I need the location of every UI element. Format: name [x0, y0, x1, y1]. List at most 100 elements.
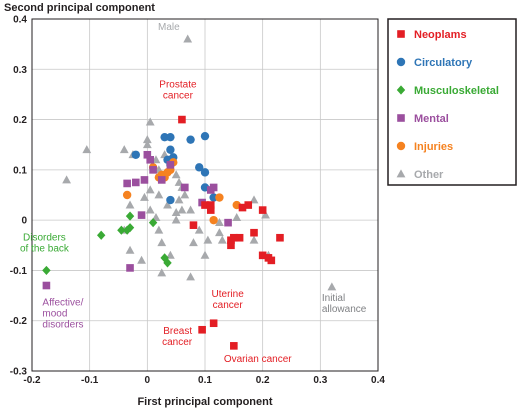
circulatory-point: [166, 132, 175, 142]
legend-label: Other: [414, 169, 444, 181]
legend-box: [387, 18, 517, 186]
other-point: [171, 208, 181, 216]
neoplams-point: [235, 233, 244, 242]
other-point: [186, 205, 195, 214]
y-tick-label: 0.4: [13, 15, 27, 26]
other-point: [154, 190, 164, 199]
musculoskeletal-point: [122, 225, 132, 235]
neoplams-point: [258, 251, 267, 260]
legend-label: Injuries: [414, 141, 453, 153]
legend-label: Circulatory: [414, 57, 473, 69]
other-point: [215, 228, 224, 237]
y-tick-label: 0: [21, 216, 27, 227]
musculoskeletal-point: [42, 265, 51, 276]
legend-marker: [396, 169, 406, 178]
annotation-label: Uterine: [212, 289, 245, 300]
tick-labels: -0.2 -0.1 0 0.1 0.2 0.3 0.4-0.3-0.2-0.100.10.2…: [10, 15, 386, 387]
x-tick-label: 0.2: [256, 375, 270, 386]
other-point: [200, 250, 210, 259]
injuries-point: [209, 215, 218, 225]
musculoskeletal-point: [163, 258, 172, 268]
neoplams-point: [206, 201, 215, 209]
neoplams-point: [276, 233, 284, 242]
plot-frame: [31, 18, 379, 372]
other-point: [171, 215, 181, 224]
other-point: [249, 235, 259, 244]
legend-label: Mental: [414, 113, 449, 125]
y-tick-label: 0.3: [13, 65, 27, 76]
other-point: [261, 210, 270, 219]
musculoskeletal-point: [125, 223, 135, 233]
x-tick-label: -0.2: [23, 375, 41, 386]
other-point: [137, 255, 146, 264]
circulatory-point: [131, 150, 140, 159]
neoplams-point: [206, 206, 215, 214]
neoplams-point: [250, 228, 258, 237]
annotation-label: cancer: [163, 91, 194, 102]
injuries-point: [215, 193, 224, 202]
mental-point: [224, 218, 232, 227]
circulatory-point: [200, 131, 210, 141]
circulatory-point: [166, 195, 175, 205]
other-point: [142, 135, 152, 144]
y-axis-label: Second principal component: [4, 2, 155, 14]
other-point: [62, 175, 71, 184]
other-point: [180, 190, 190, 199]
other-point: [215, 218, 224, 227]
annotation-label: Breast: [163, 326, 192, 337]
other-point: [217, 235, 227, 244]
mental-point: [143, 150, 152, 159]
neoplams-point: [230, 342, 238, 350]
injuries-point: [122, 190, 132, 200]
legend-marker: [396, 85, 406, 95]
annotation-label: Prostate: [159, 80, 197, 91]
other-point: [125, 200, 135, 209]
other-point: [189, 238, 198, 247]
y-tick-label: -0.1: [10, 266, 28, 277]
other-point: [183, 34, 193, 43]
mental-point: [181, 183, 189, 192]
mental-point: [209, 183, 218, 192]
other-point: [125, 245, 135, 254]
other-point: [186, 272, 195, 281]
mental-point: [42, 281, 51, 290]
x-tick-label: 0.4: [371, 375, 385, 386]
x-tick-label: 0.3: [313, 375, 327, 386]
legend-marker: [396, 141, 406, 151]
other-point: [142, 140, 152, 149]
circulatory-point: [209, 193, 218, 202]
other-point: [145, 185, 155, 194]
neoplams-point: [267, 256, 276, 265]
musculoskeletal-point: [125, 211, 135, 221]
mental-point: [132, 178, 140, 187]
annotation-label: Disorders: [23, 232, 66, 243]
annotation-label: disorders: [42, 320, 83, 331]
annotation-label: allowance: [322, 304, 367, 315]
other-point: [163, 200, 172, 209]
x-tick-label: 0: [145, 375, 151, 386]
other-point: [177, 205, 187, 214]
circulatory-point: [160, 132, 169, 142]
y-tick-label: 0.2: [13, 115, 27, 126]
circulatory-point: [195, 163, 204, 172]
neoplams-point: [198, 325, 206, 334]
data-points: [42, 34, 337, 350]
y-tick-label: -0.2: [10, 316, 28, 327]
other-point: [119, 145, 129, 154]
other-point: [82, 145, 92, 154]
y-tick-label: -0.3: [10, 367, 28, 378]
legend: Neoplams Circulatory Musculoskeletal Mental…: [387, 18, 517, 186]
circulatory-point: [200, 168, 210, 177]
other-point: [157, 238, 167, 247]
annotation-label: of the back: [20, 243, 70, 254]
neoplams-point: [227, 236, 235, 245]
legend-marker: [397, 30, 405, 38]
neoplams-point: [244, 201, 253, 209]
annotation-label: Male: [158, 22, 180, 33]
other-point: [171, 170, 181, 179]
circulatory-point: [186, 135, 195, 144]
mental-point: [140, 176, 149, 184]
annotation-label: cancer: [162, 337, 193, 348]
other-point: [194, 225, 204, 234]
